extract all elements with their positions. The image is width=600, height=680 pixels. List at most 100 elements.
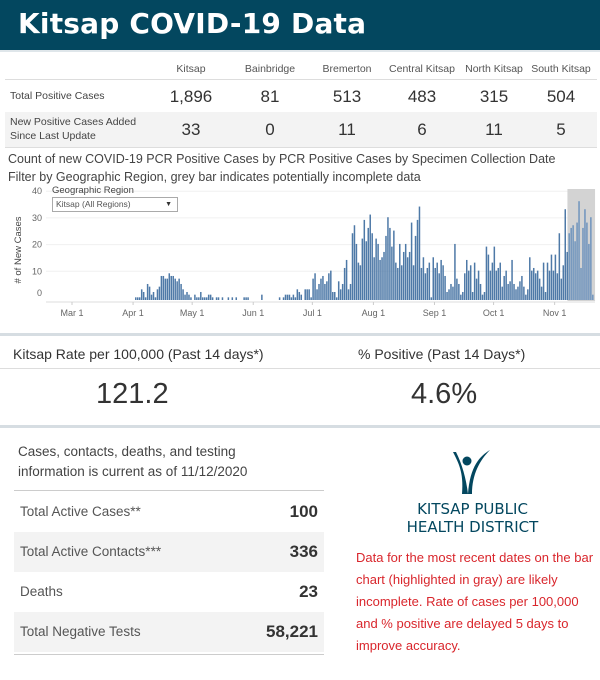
bar[interactable] [499,262,501,300]
bar[interactable] [416,219,419,300]
bar[interactable] [450,283,452,300]
bar[interactable] [353,225,356,300]
bar[interactable] [503,275,505,300]
bar[interactable] [310,297,312,300]
bar[interactable] [542,262,545,300]
bar[interactable] [519,281,521,300]
bar[interactable] [434,267,436,300]
bar[interactable] [501,286,503,300]
bar[interactable] [166,278,169,300]
bar[interactable] [174,278,176,300]
bar[interactable] [456,278,458,300]
bar[interactable] [410,222,413,300]
bar[interactable] [290,297,293,300]
bar[interactable] [395,262,397,300]
bar[interactable] [363,219,366,300]
bar[interactable] [375,238,377,300]
bar[interactable] [454,243,456,300]
bar[interactable] [548,270,551,300]
bar[interactable] [207,294,210,300]
bar[interactable] [345,259,348,300]
bar[interactable] [170,275,173,300]
bar[interactable] [148,286,151,300]
bar[interactable] [420,267,423,300]
bar[interactable] [326,281,328,300]
bar[interactable] [379,259,381,300]
bar[interactable] [235,297,238,300]
bar[interactable] [182,289,184,300]
bar[interactable] [140,289,143,300]
bar[interactable] [217,297,220,300]
bar[interactable] [339,289,342,300]
bar[interactable] [471,291,474,300]
bar[interactable] [176,281,178,300]
bar[interactable] [365,241,368,300]
bar[interactable] [294,297,297,300]
bar[interactable] [523,286,525,300]
bar[interactable] [334,291,336,300]
bar[interactable] [261,294,263,300]
bar[interactable] [426,267,429,300]
bar[interactable] [190,297,192,300]
bar[interactable] [335,297,338,300]
bar[interactable] [584,209,586,300]
bar[interactable] [467,270,470,300]
bar[interactable] [164,278,167,300]
bar[interactable] [367,227,370,300]
bar[interactable] [580,267,582,300]
bar[interactable] [286,294,289,300]
bar[interactable] [582,227,584,300]
bar[interactable] [209,294,212,300]
bar[interactable] [243,297,245,300]
bar[interactable] [414,235,417,300]
bar[interactable] [304,289,306,300]
bar[interactable] [156,289,159,300]
bar[interactable] [154,297,157,300]
bar[interactable] [544,291,547,300]
bar[interactable] [306,289,308,300]
bar[interactable] [377,243,379,300]
bar[interactable] [397,267,399,300]
bar[interactable] [521,275,523,300]
bar[interactable] [172,275,174,300]
bar[interactable] [546,262,549,300]
bar[interactable] [497,267,500,300]
bar[interactable] [444,275,446,300]
bar[interactable] [180,283,182,300]
bar[interactable] [408,251,411,300]
bar[interactable] [312,278,314,300]
bar[interactable] [324,283,326,300]
bar[interactable] [371,233,373,300]
bar[interactable] [298,291,301,300]
bar[interactable] [536,270,539,300]
bar[interactable] [393,230,395,300]
bar[interactable] [592,294,594,300]
bar[interactable] [475,278,478,300]
bar[interactable] [493,246,496,300]
bar[interactable] [135,297,137,300]
bar[interactable] [438,273,440,300]
bar[interactable] [562,265,565,300]
bar[interactable] [343,267,346,300]
bar[interactable] [231,297,234,300]
bar[interactable] [184,294,186,300]
bar[interactable] [552,270,555,300]
bar[interactable] [428,262,431,300]
bar[interactable] [406,257,409,300]
bar[interactable] [430,297,433,300]
bar[interactable] [400,265,403,300]
bar[interactable] [404,243,407,300]
bar[interactable] [532,267,535,300]
bar[interactable] [194,294,196,300]
bar[interactable] [495,270,498,300]
bar[interactable] [527,289,529,300]
geographic-region-dropdown[interactable]: Kitsap (All Regions) ▼ [52,197,178,212]
bar[interactable] [515,289,517,300]
bar[interactable] [507,283,509,300]
bar[interactable] [564,209,567,300]
bar[interactable] [221,297,224,300]
bar[interactable] [572,225,574,300]
bar[interactable] [560,278,563,300]
bar[interactable] [278,297,281,300]
bar[interactable] [391,246,393,300]
